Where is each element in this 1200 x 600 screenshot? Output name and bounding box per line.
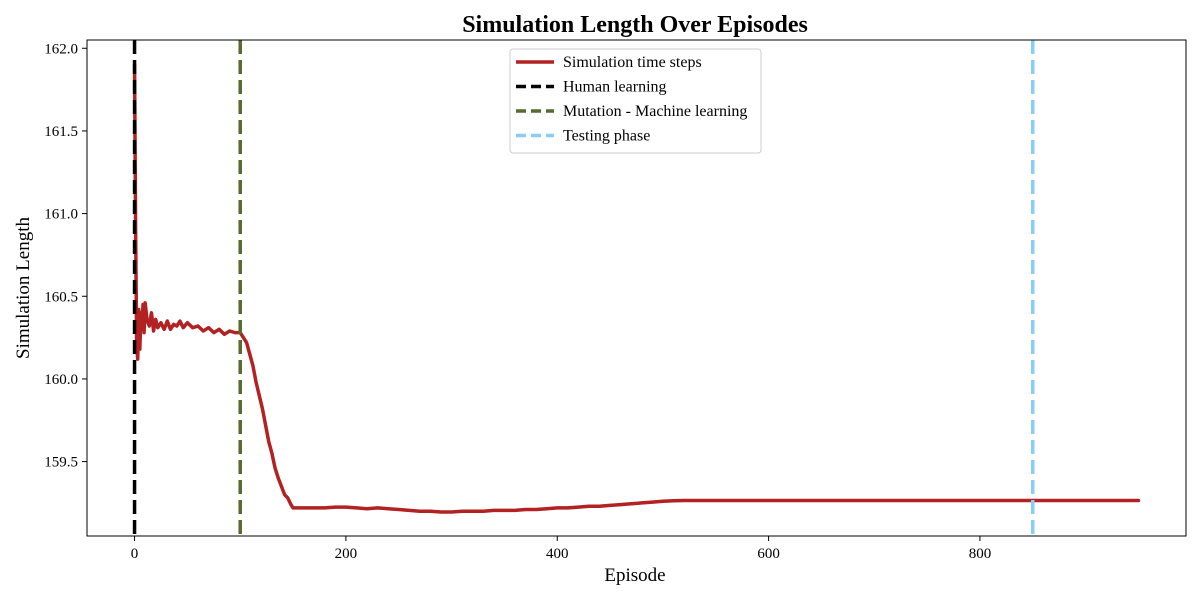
legend-label: Testing phase <box>563 128 650 145</box>
y-tick-label: 159.5 <box>44 455 78 471</box>
chart-title: Simulation Length Over Episodes <box>462 12 808 38</box>
legend-box <box>509 48 762 154</box>
legend-label: Human learning <box>563 79 667 96</box>
x-tick-label: 600 <box>757 546 780 562</box>
x-tick-label: 200 <box>335 546 358 562</box>
plot-area <box>132 40 1141 536</box>
plot-frame <box>86 39 1187 537</box>
y-axis: 159.5 160.0 160.5 161.0 161.5 162.0 <box>44 41 87 471</box>
x-axis-title: Episode <box>604 565 665 586</box>
legend-label: Simulation time steps <box>563 54 702 71</box>
y-tick-label: 161.0 <box>44 207 78 223</box>
x-tick-label: 0 <box>131 546 139 562</box>
y-tick-label: 161.5 <box>44 124 78 140</box>
y-tick-label: 162.0 <box>44 41 78 57</box>
x-axis: 0 200 400 600 800 <box>131 536 991 562</box>
legend-label: Mutation - Machine learning <box>563 103 747 120</box>
y-tick-label: 160.5 <box>44 289 78 305</box>
x-tick-label: 800 <box>969 546 992 562</box>
series-line-simulation-time-steps <box>132 63 1141 514</box>
y-tick-label: 160.0 <box>44 372 78 388</box>
y-axis-title: Simulation Length <box>13 217 34 359</box>
legend: Simulation time steps Human learning Mutat… <box>509 48 762 154</box>
x-tick-label: 400 <box>546 546 569 562</box>
